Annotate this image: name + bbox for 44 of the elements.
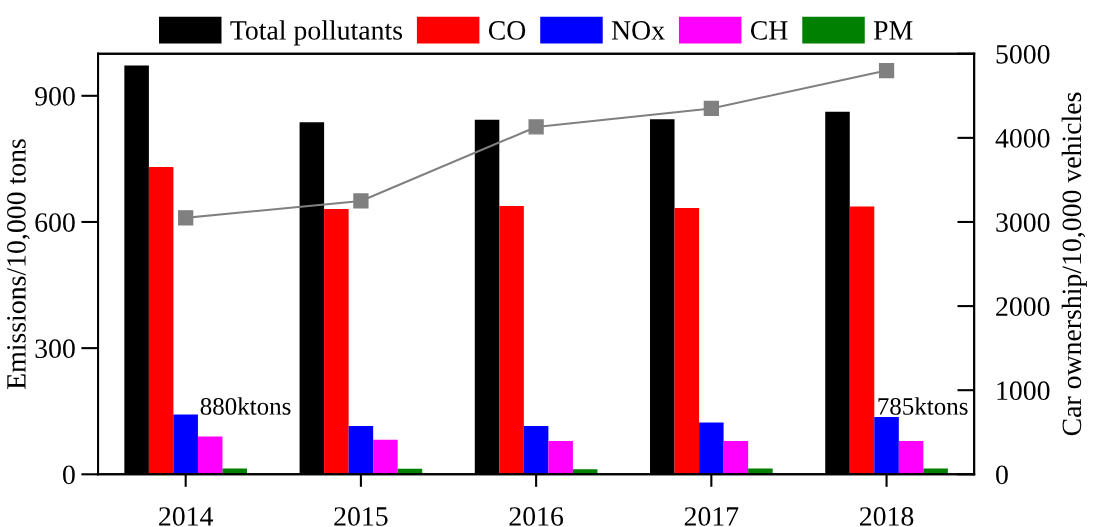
- point: [353, 193, 369, 209]
- bar: [173, 414, 198, 475]
- bar: [699, 422, 724, 475]
- y-tick-label: 300: [35, 339, 75, 359]
- y2-tick-label: 0: [996, 465, 1008, 485]
- x-tick-label: 2015: [334, 507, 388, 526]
- y-tick-label: 0: [63, 465, 75, 485]
- annotation: 880ktons: [200, 397, 291, 415]
- point: [528, 119, 544, 135]
- legend-label: NOx: [611, 21, 665, 40]
- x-tick-label: 2018: [860, 507, 914, 526]
- bar: [723, 441, 749, 475]
- y2-tick-label: 5000: [996, 44, 1050, 64]
- y-tick-label: 900: [35, 86, 75, 106]
- bar: [499, 205, 524, 475]
- bar: [548, 441, 573, 475]
- y2-tick-label: 2000: [996, 297, 1050, 316]
- point: [178, 210, 194, 226]
- y2-axis-title: Car ownership/10,000 vehicles: [1061, 92, 1087, 436]
- bar: [674, 208, 700, 475]
- y2-tick-label: 3000: [996, 213, 1050, 232]
- bar: [849, 206, 875, 475]
- bar: [148, 166, 174, 475]
- point: [878, 62, 895, 79]
- legend-label: CO: [488, 21, 526, 40]
- y2-tick-label: 1000: [997, 381, 1050, 401]
- bar: [348, 425, 374, 475]
- y2-tick-label: 4000: [995, 129, 1050, 148]
- bar: [898, 441, 924, 475]
- bar: [324, 208, 349, 475]
- legend-label: Total pollutants: [230, 20, 403, 46]
- x-tick-label: 2017: [684, 507, 739, 526]
- legend-label: PM: [873, 21, 913, 40]
- point: [703, 100, 719, 117]
- y-axis-title: Emissions/10,000 tons: [7, 139, 30, 390]
- y-tick-label: 600: [35, 213, 75, 232]
- bar: [373, 439, 398, 475]
- legend-label: CH: [750, 21, 788, 40]
- bar: [197, 436, 223, 475]
- x-tick-label: 2016: [509, 507, 564, 526]
- bar: [523, 425, 549, 475]
- annotation: 785ktons: [878, 397, 968, 415]
- bar: [874, 417, 899, 475]
- x-tick-label: 2014: [159, 507, 214, 526]
